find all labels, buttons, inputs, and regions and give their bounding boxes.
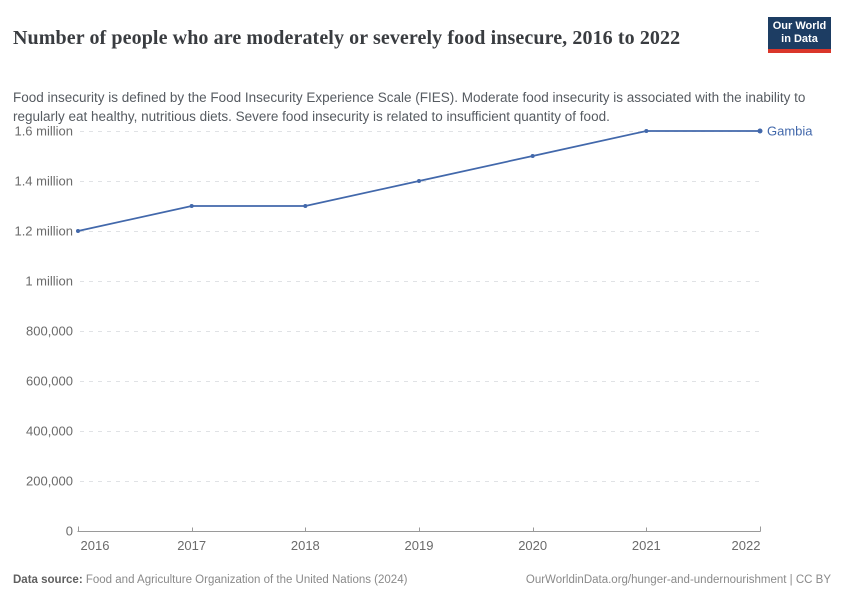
y-tick-label: 1 million	[25, 274, 73, 289]
data-point[interactable]	[303, 204, 308, 208]
owid-logo-line1: Our World	[772, 20, 827, 32]
entity-label[interactable]: Gambia	[767, 124, 813, 139]
data-source: Data source: Food and Agriculture Organi…	[13, 573, 407, 588]
chart-title: Number of people who are moderately or s…	[13, 27, 681, 50]
owid-logo-line2: in Data	[781, 33, 818, 45]
chart-subtitle: Food insecurity is defined by the Food I…	[13, 89, 806, 125]
x-tick-label: 2017	[177, 538, 206, 553]
x-tick-label: 2016	[81, 538, 110, 553]
x-tick-label: 2019	[405, 538, 434, 553]
y-tick-label: 600,000	[26, 374, 73, 389]
data-source-text: Food and Agriculture Organization of the…	[82, 574, 408, 586]
cc-by-link[interactable]: OurWorldinData.org/hunger-and-undernouri…	[525, 574, 831, 586]
y-tick-label: 0	[66, 524, 73, 539]
y-tick-label: 400,000	[26, 424, 73, 439]
owid-logo[interactable]: Our World in Data	[768, 17, 831, 53]
y-tick-label: 1.2 million	[14, 224, 73, 239]
x-tick-label: 2022	[732, 538, 761, 553]
data-point[interactable]	[757, 128, 763, 134]
data-source-label: Data source:	[13, 574, 83, 586]
y-tick-label: 800,000	[26, 324, 73, 339]
x-tick-label: 2020	[518, 538, 547, 553]
data-point[interactable]	[76, 229, 80, 233]
x-tick-label: 2021	[632, 538, 661, 553]
data-point[interactable]	[189, 204, 194, 208]
y-tick-label: 1.4 million	[14, 174, 73, 189]
y-tick-label: 200,000	[26, 474, 73, 489]
data-point[interactable]	[530, 154, 535, 158]
y-tick-label: 1.6 million	[14, 124, 73, 139]
data-point[interactable]	[417, 179, 421, 183]
x-tick-label: 2018	[291, 538, 320, 553]
chart-footer: Data source: Food and Agriculture Organi…	[13, 573, 831, 588]
data-point[interactable]	[644, 129, 649, 133]
